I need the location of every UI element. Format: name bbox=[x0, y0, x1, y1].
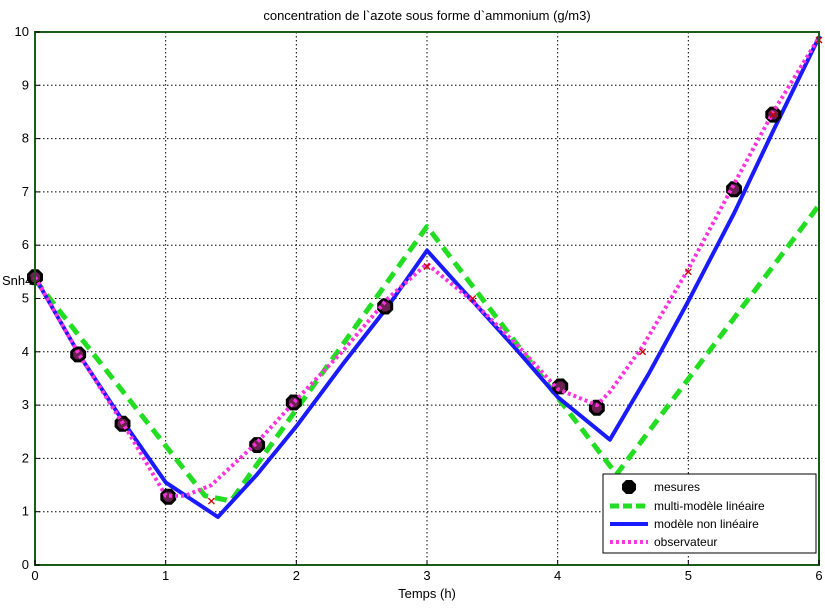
observer-cross-point bbox=[469, 295, 477, 302]
x-tick-label: 1 bbox=[162, 568, 169, 583]
y-tick-label: 0 bbox=[22, 557, 29, 572]
y-tick-label: 10 bbox=[15, 24, 29, 39]
observer-cross-point bbox=[423, 263, 431, 270]
ticks: 0 1 2 3 4 5 6 0 1 2 3 4 5 6 7 8 9 10 bbox=[15, 24, 823, 583]
x-tick-label: 6 bbox=[815, 568, 822, 583]
x-tick-label: 3 bbox=[423, 568, 430, 583]
legend-swatch-mesures bbox=[622, 480, 636, 494]
y-tick-label: 6 bbox=[22, 237, 29, 252]
cross-stroke bbox=[469, 295, 477, 302]
series-observateur-crosses bbox=[207, 36, 823, 505]
measure-point bbox=[726, 181, 742, 198]
legend-label: multi-modèle linéaire bbox=[654, 499, 765, 513]
series-modele-non-lineaire bbox=[33, 35, 821, 519]
legend-box bbox=[602, 473, 817, 554]
cross-stroke bbox=[639, 348, 647, 356]
measure-point bbox=[285, 394, 302, 411]
cross-stroke bbox=[769, 111, 777, 119]
x-tick-label: 4 bbox=[554, 568, 561, 583]
observer-cross-point bbox=[769, 111, 777, 119]
legend: mesures multi-modèle linéaire modèle non l… bbox=[602, 473, 817, 554]
series-multi-modele-lineaire bbox=[33, 203, 821, 504]
y-tick-label: 1 bbox=[22, 504, 29, 519]
x-tick-label: 2 bbox=[293, 568, 300, 583]
observer-cross-point bbox=[639, 348, 647, 356]
y-tick-label: 2 bbox=[22, 450, 29, 465]
x-tick-label: 0 bbox=[31, 568, 38, 583]
observer-cross-point bbox=[684, 268, 692, 276]
x-axis-label: Temps (h) bbox=[398, 586, 456, 601]
y-tick-label: 7 bbox=[22, 184, 29, 199]
y-tick-label: 9 bbox=[22, 77, 29, 92]
y-tick-label: 4 bbox=[22, 344, 29, 359]
cross-stroke bbox=[423, 263, 431, 270]
y-tick-label: 8 bbox=[22, 131, 29, 146]
measure-point bbox=[249, 437, 266, 453]
y-tick-label: 5 bbox=[22, 291, 29, 306]
measure-point bbox=[160, 488, 177, 505]
legend-label: observateur bbox=[654, 535, 717, 549]
x-tick-label: 5 bbox=[685, 568, 692, 583]
legend-label: modèle non linéaire bbox=[654, 517, 759, 531]
cross-stroke bbox=[684, 268, 692, 276]
y-tick-label: 3 bbox=[22, 397, 29, 412]
chart-title: concentration de l`azote sous forme d`am… bbox=[263, 8, 590, 23]
measure-point bbox=[588, 399, 605, 416]
observer-cross-point bbox=[207, 497, 215, 505]
legend-label: mesures bbox=[654, 480, 700, 494]
cross-stroke bbox=[207, 497, 215, 505]
y-axis-label: Snh4 bbox=[2, 273, 32, 288]
